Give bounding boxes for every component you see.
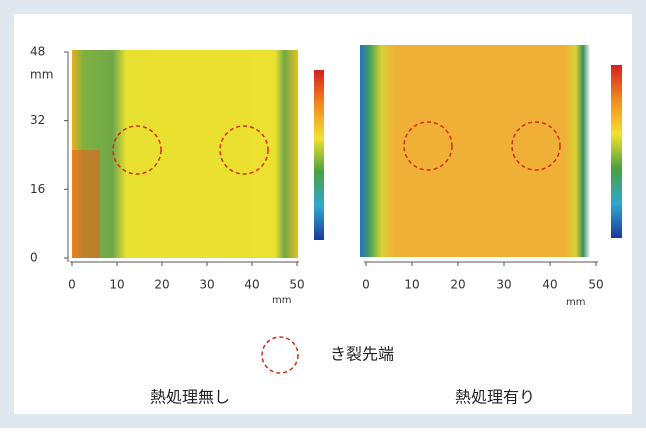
colorbar [314, 70, 324, 240]
x-tick-label: 10 [404, 278, 419, 292]
legend-label: き裂先端 [330, 345, 394, 364]
caption: 熱処理無し [150, 388, 230, 407]
x-tick-label: 50 [588, 278, 603, 292]
x-tick-label: 0 [68, 278, 76, 292]
heatmap [72, 50, 298, 258]
colorbar [611, 65, 622, 238]
x-tick-label: 30 [496, 278, 511, 292]
figure: き裂先端 熱処理無し 熱処理有り mm mm mm 0 10 20 30 40 50 0 16… [0, 0, 646, 428]
x-tick-label: 20 [450, 278, 465, 292]
caption: 熱処理有り [455, 388, 535, 407]
y-tick-label: 32 [30, 113, 45, 127]
x-unit: mm [566, 297, 585, 308]
x-tick-label: 40 [244, 278, 259, 292]
x-unit: mm [272, 295, 291, 306]
y-tick-label: 0 [30, 251, 38, 265]
x-tick-label: 20 [154, 278, 169, 292]
x-tick-label: 50 [289, 278, 304, 292]
heatmap-region [72, 150, 100, 258]
y-tick-label: 16 [30, 182, 45, 196]
x-tick-label: 0 [362, 278, 370, 292]
heatmap [360, 45, 600, 257]
y-unit: mm [30, 68, 53, 82]
x-tick-label: 30 [199, 278, 214, 292]
x-tick-label: 40 [542, 278, 557, 292]
x-tick-label: 10 [109, 278, 124, 292]
y-tick-label: 48 [30, 45, 45, 59]
